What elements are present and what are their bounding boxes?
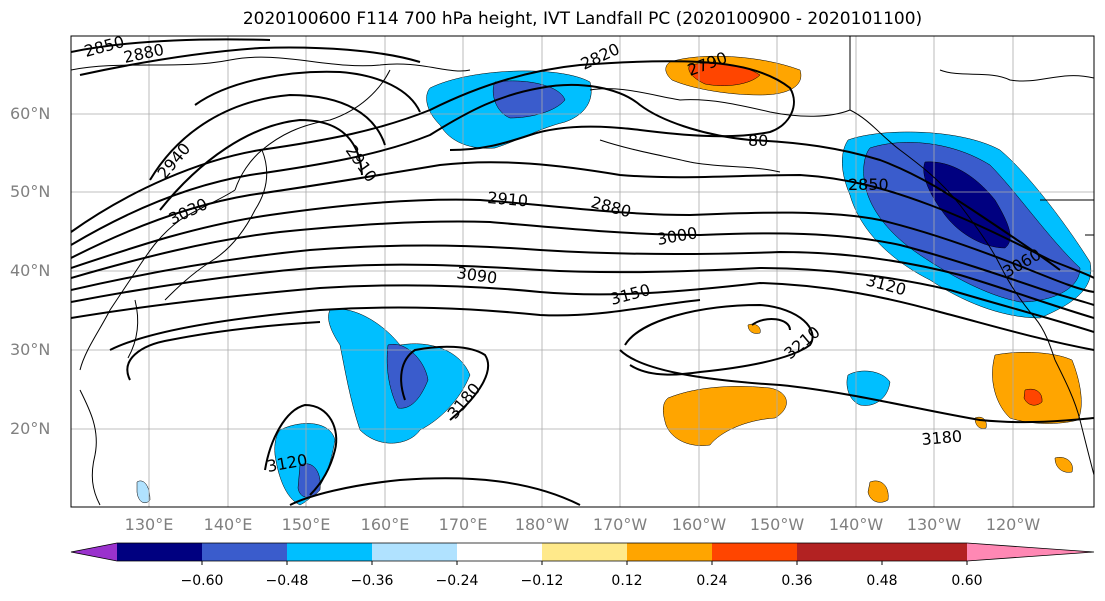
positive-shading-region (1054, 457, 1073, 473)
colorbar-segment (457, 543, 542, 561)
colorbar-segment (627, 543, 712, 561)
colorbar-segment (117, 543, 202, 561)
colorbar-tick: −0.48 (265, 573, 309, 589)
lon-label-170w: 170°W (592, 515, 648, 534)
colorbar-tick: 0.36 (781, 573, 813, 589)
lon-label-180w: 180°W (514, 515, 570, 534)
negative-shading-region (492, 80, 566, 119)
lon-label-130e: 130°E (124, 515, 174, 534)
colorbar-tick: 0.12 (611, 573, 643, 589)
colorbar-segment (287, 543, 372, 561)
map-panel: 2850 2880 2820 2790 2940 2910 3030 2910 … (71, 36, 1094, 507)
lon-label-120w: 120°W (985, 515, 1041, 534)
positive-shading-region (747, 323, 761, 334)
contour-label-2910-b: 2910 (487, 188, 529, 210)
negative-shading-region (923, 161, 1011, 249)
contour-label-3000: 3000 (655, 223, 698, 249)
lat-label-50n: 50°N (10, 182, 51, 201)
negative-shading-region (136, 480, 151, 503)
coastlines (71, 36, 1094, 506)
positive-shading-region (867, 480, 889, 503)
colorbar-tick: −0.12 (520, 573, 564, 589)
lat-label-40n: 40°N (10, 261, 51, 280)
positive-shading-region (1023, 388, 1043, 406)
colorbar-tick: −0.24 (435, 573, 479, 589)
contour-label-3210: 3210 (780, 322, 823, 363)
colorbar-segment (372, 543, 457, 561)
lon-label-130w: 130°W (906, 515, 962, 534)
height-contours (71, 38, 1094, 506)
colorbar-tick: 0.60 (951, 573, 983, 589)
colorbar-segment (202, 543, 287, 561)
colorbar-max-arrow (967, 543, 1094, 561)
contour-label-2910: 2910 (342, 141, 381, 185)
lon-label-140e: 140°E (203, 515, 253, 534)
lat-label-20n: 20°N (10, 419, 51, 438)
colorbar-segment (712, 543, 797, 561)
contour-label-80: 80 (748, 131, 768, 150)
colorbar-tick: −0.36 (350, 573, 394, 589)
lon-label-140w: 140°W (828, 515, 884, 534)
lon-label-160w: 160°W (671, 515, 727, 534)
colorbar-segment (797, 543, 882, 561)
contour-label-2820: 2820 (578, 39, 623, 73)
contour-label-2850-b: 2850 (848, 175, 889, 194)
colorbar-segment (882, 543, 967, 561)
contour-label-3150: 3150 (608, 280, 652, 309)
contour-label-2880-b: 2880 (589, 193, 633, 222)
lat-label-30n: 30°N (10, 340, 51, 359)
colorbar-tick: 0.48 (866, 573, 898, 589)
lon-label-160e: 160°E (360, 515, 410, 534)
colorbar-tick: −0.60 (180, 573, 224, 589)
colorbar-min-arrow (71, 543, 117, 561)
colorbar-tick: 0.24 (696, 573, 728, 589)
lon-label-150e: 150°E (281, 515, 331, 534)
map-frame (70, 35, 1095, 508)
colorbar (70, 542, 1095, 565)
positive-shading-region (663, 386, 787, 446)
lon-label-150w: 150°W (749, 515, 805, 534)
lat-label-60n: 60°N (10, 104, 51, 123)
map-title: 2020100600 F114 700 hPa height, IVT Land… (242, 9, 923, 29)
lon-label-170e: 170°E (438, 515, 488, 534)
contour-label-3030: 3030 (166, 194, 211, 228)
colorbar-segment (542, 543, 627, 561)
contour-label-3180-b: 3180 (921, 427, 963, 449)
